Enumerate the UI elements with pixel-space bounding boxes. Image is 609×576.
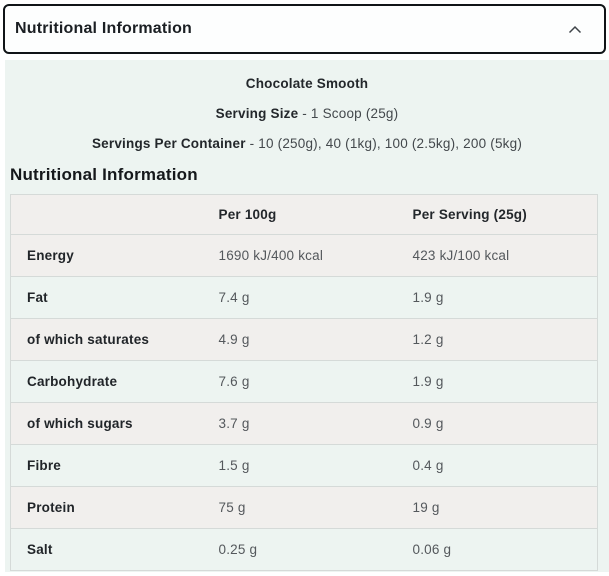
table-row: Protein 75 g 19 g	[10, 486, 598, 529]
value-per-100g: 7.4 g	[218, 276, 413, 319]
table-row: Fat 7.4 g 1.9 g	[10, 276, 598, 319]
nutrition-table: Per 100g Per Serving (25g) Energy 1690 kJ…	[10, 194, 598, 571]
accordion-content: Chocolate Smooth Serving Size - 1 Scoop …	[5, 60, 609, 572]
table-row: Fibre 1.5 g 0.4 g	[10, 444, 598, 487]
accordion-header-nutritional-information[interactable]: Nutritional Information	[3, 4, 606, 54]
servings-per-container-line: Servings Per Container - 10 (250g), 40 (…	[5, 136, 609, 151]
column-header-blank	[10, 194, 219, 235]
table-row: of which sugars 3.7 g 0.9 g	[10, 402, 598, 445]
value-per-100g: 1690 kJ/400 kcal	[218, 234, 413, 277]
value-per-100g: 1.5 g	[218, 444, 413, 487]
value-per-serving: 0.06 g	[412, 542, 452, 557]
chevron-up-icon[interactable]	[568, 25, 582, 34]
value-per-100g: 4.9 g	[218, 318, 413, 361]
servings-per-container-label: Servings Per Container	[91, 136, 246, 151]
nutrient-label: of which sugars	[10, 402, 219, 445]
nutrient-label: Fibre	[10, 444, 219, 487]
nutrient-label: Protein	[10, 486, 219, 529]
section-heading: Nutritional Information	[10, 165, 198, 184]
serving-size-label: Serving Size	[215, 106, 299, 121]
nutrient-label: of which saturates	[10, 318, 219, 361]
serving-size-value: - 1 Scoop (25g)	[302, 106, 399, 121]
table-header-row: Per 100g Per Serving (25g)	[10, 194, 598, 235]
table-row: Energy 1690 kJ/400 kcal 423 kJ/100 kcal	[10, 234, 598, 277]
nutrient-label: Salt	[27, 542, 53, 557]
value-per-serving: 423 kJ/100 kcal	[412, 234, 598, 277]
value-per-serving: 19 g	[412, 486, 598, 529]
nutrient-label: Fat	[10, 276, 219, 319]
table-row: Carbohydrate 7.6 g 1.9 g	[10, 360, 598, 403]
nutrient-label: Energy	[10, 234, 219, 277]
value-per-100g: 7.6 g	[218, 360, 413, 403]
value-per-serving: 0.4 g	[412, 444, 598, 487]
nutrient-label: Carbohydrate	[10, 360, 219, 403]
column-header-per-100g: Per 100g	[218, 194, 413, 235]
table-row: Salt 0.25 g 0.06 g	[11, 529, 598, 571]
servings-per-container-value: - 10 (250g), 40 (1kg), 100 (2.5kg), 200 …	[249, 136, 523, 151]
value-per-serving: 1.9 g	[412, 360, 598, 403]
value-per-serving: 1.2 g	[412, 318, 598, 361]
table-row: of which saturates 4.9 g 1.2 g	[10, 318, 598, 361]
serving-size-line: Serving Size - 1 Scoop (25g)	[5, 106, 609, 121]
accordion-title: Nutritional Information	[15, 20, 193, 37]
value-per-100g: 0.25 g	[218, 542, 258, 557]
flavour-name: Chocolate Smooth	[245, 76, 369, 91]
column-header-per-serving: Per Serving (25g)	[412, 194, 598, 235]
value-per-100g: 75 g	[218, 486, 413, 529]
value-per-100g: 3.7 g	[218, 402, 413, 445]
value-per-serving: 0.9 g	[412, 402, 598, 445]
value-per-serving: 1.9 g	[412, 276, 598, 319]
